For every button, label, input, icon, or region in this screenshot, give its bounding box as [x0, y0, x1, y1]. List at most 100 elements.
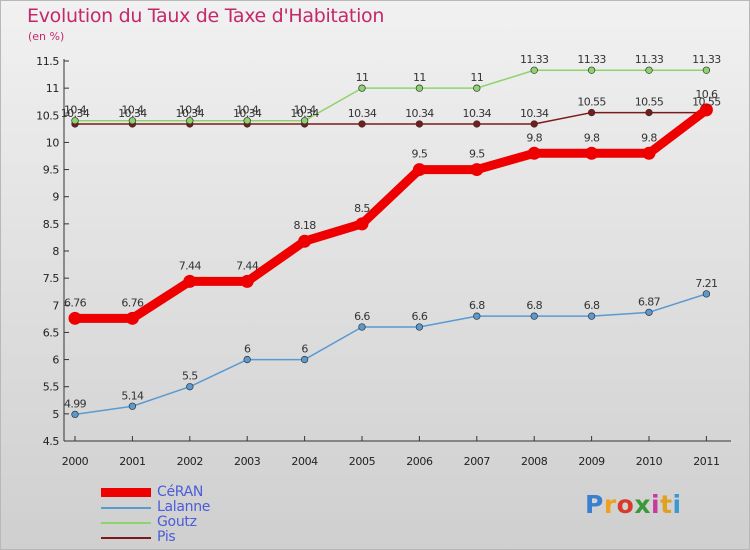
data-label-pis: 10.34 — [463, 107, 492, 120]
data-point-lalanne — [300, 355, 309, 364]
data-label-goutz: 11 — [470, 71, 483, 84]
x-tick-label: 2004 — [291, 455, 318, 468]
data-label-ceran: 9.8 — [641, 131, 657, 144]
logo-letter: i — [672, 490, 682, 519]
data-point-pis — [645, 108, 653, 117]
data-point-lalanne — [71, 410, 79, 419]
data-point-goutz — [71, 117, 79, 125]
logo-letter: o — [616, 490, 635, 519]
data-point-goutz — [300, 117, 309, 125]
x-tick-label: 2000 — [62, 455, 89, 468]
data-label-goutz: 10.4 — [236, 104, 259, 117]
data-label-goutz: 11.33 — [635, 53, 664, 66]
data-point-pis — [587, 108, 596, 117]
data-point-goutz — [186, 117, 194, 125]
data-label-pis: 10.55 — [692, 96, 721, 109]
x-tick-label: 2010 — [636, 455, 663, 468]
y-tick-label: 7.5 — [43, 272, 60, 285]
series-line-goutz — [74, 69, 708, 122]
data-label-ceran: 9.8 — [526, 131, 542, 144]
legend-label: CéRAN — [157, 484, 204, 500]
data-label-lalanne: 6.8 — [469, 299, 485, 312]
data-point-lalanne — [415, 323, 424, 331]
data-label-pis: 10.55 — [577, 96, 606, 109]
legend-swatch — [101, 507, 151, 509]
legend-swatch — [101, 488, 151, 497]
y-tick-label: 5 — [52, 408, 59, 421]
data-label-lalanne: 6.87 — [638, 295, 661, 308]
data-point-goutz — [645, 66, 653, 74]
y-tick-label: 10 — [46, 136, 60, 149]
data-point-goutz — [530, 66, 538, 74]
series-line-pis — [74, 111, 708, 125]
y-tick-label: 6 — [52, 354, 59, 367]
data-point-lalanne — [128, 402, 137, 410]
data-point-lalanne — [587, 312, 596, 320]
legend-label: Pis — [157, 529, 176, 545]
y-tick-label: 8 — [52, 245, 59, 258]
legend-swatch — [101, 522, 151, 524]
data-point-ceran — [412, 163, 426, 177]
y-tick-label: 4.5 — [43, 435, 60, 448]
axes: 4.5 5 5.5 6 6.5 7 7.5 8 8.5 9 9.5 10 10.5 11 11.5 2000 2… — [36, 55, 731, 468]
x-tick-label: 2005 — [349, 455, 376, 468]
data-labels: 10.34 10.34 10.34 10.34 10.34 10.34 10.34 10.34… — [61, 53, 722, 410]
logo-letter: r — [603, 490, 617, 519]
data-label-goutz: 10.4 — [64, 104, 87, 117]
data-label-pis: 10.55 — [635, 96, 664, 109]
y-tick-label: 6.5 — [43, 326, 60, 339]
data-label-ceran: 7.44 — [236, 259, 259, 272]
data-label-ceran: 8.5 — [354, 202, 370, 215]
x-tick-label: 2011 — [693, 455, 719, 468]
x-tick-label: 2001 — [119, 455, 145, 468]
y-tick-label: 11 — [46, 82, 59, 95]
data-point-ceran — [585, 146, 599, 160]
data-point-ceran — [699, 103, 713, 117]
data-point-lalanne — [645, 308, 653, 316]
data-label-goutz: 10.4 — [179, 104, 202, 117]
data-point-goutz — [358, 84, 366, 92]
x-tick-label: 2006 — [406, 455, 433, 468]
data-point-lalanne — [702, 290, 711, 298]
data-point-goutz — [243, 117, 251, 125]
logo-letter: P — [585, 490, 604, 519]
y-tick-label: 5.5 — [43, 381, 60, 394]
y-tick-label: 7 — [52, 299, 59, 312]
series-line-lalanne — [74, 293, 708, 416]
data-point-ceran — [642, 146, 656, 160]
data-point-ceran — [355, 217, 369, 231]
series-line-ceran — [70, 105, 711, 323]
data-label-goutz: 11 — [356, 71, 369, 84]
data-point-ceran — [470, 163, 484, 177]
data-label-lalanne: 6.6 — [412, 310, 428, 323]
data-label-goutz: 10.4 — [294, 104, 317, 117]
x-tick-label: 2002 — [177, 455, 203, 468]
data-label-ceran: 7.44 — [179, 259, 202, 272]
data-label-goutz: 11.33 — [577, 53, 606, 66]
data-point-lalanne — [473, 312, 481, 320]
data-label-pis: 10.34 — [61, 107, 90, 120]
proxiti-logo: Proxiti — [585, 490, 682, 519]
logo-letter: i — [651, 490, 661, 519]
data-label-goutz: 11 — [413, 71, 426, 84]
data-point-pis — [358, 120, 366, 128]
series-points — [68, 66, 713, 419]
data-label-lalanne: 6.8 — [584, 299, 600, 312]
data-label-goutz: 11.33 — [692, 53, 721, 66]
data-point-pis — [415, 120, 424, 128]
data-label-lalanne: 4.99 — [64, 397, 87, 410]
x-tick-label: 2009 — [578, 455, 605, 468]
logo-letter: t — [660, 490, 673, 519]
data-point-ceran — [240, 274, 254, 288]
data-label-goutz: 10.4 — [121, 104, 144, 117]
data-label-lalanne: 7.21 — [695, 277, 717, 290]
data-label-goutz: 11.33 — [520, 53, 549, 66]
data-point-goutz — [702, 66, 711, 74]
data-point-ceran — [298, 234, 312, 248]
data-label-ceran: 6.76 — [121, 296, 144, 309]
data-point-ceran — [68, 311, 82, 325]
data-label-lalanne: 6 — [301, 343, 308, 356]
x-tick-label: 2007 — [464, 455, 491, 468]
